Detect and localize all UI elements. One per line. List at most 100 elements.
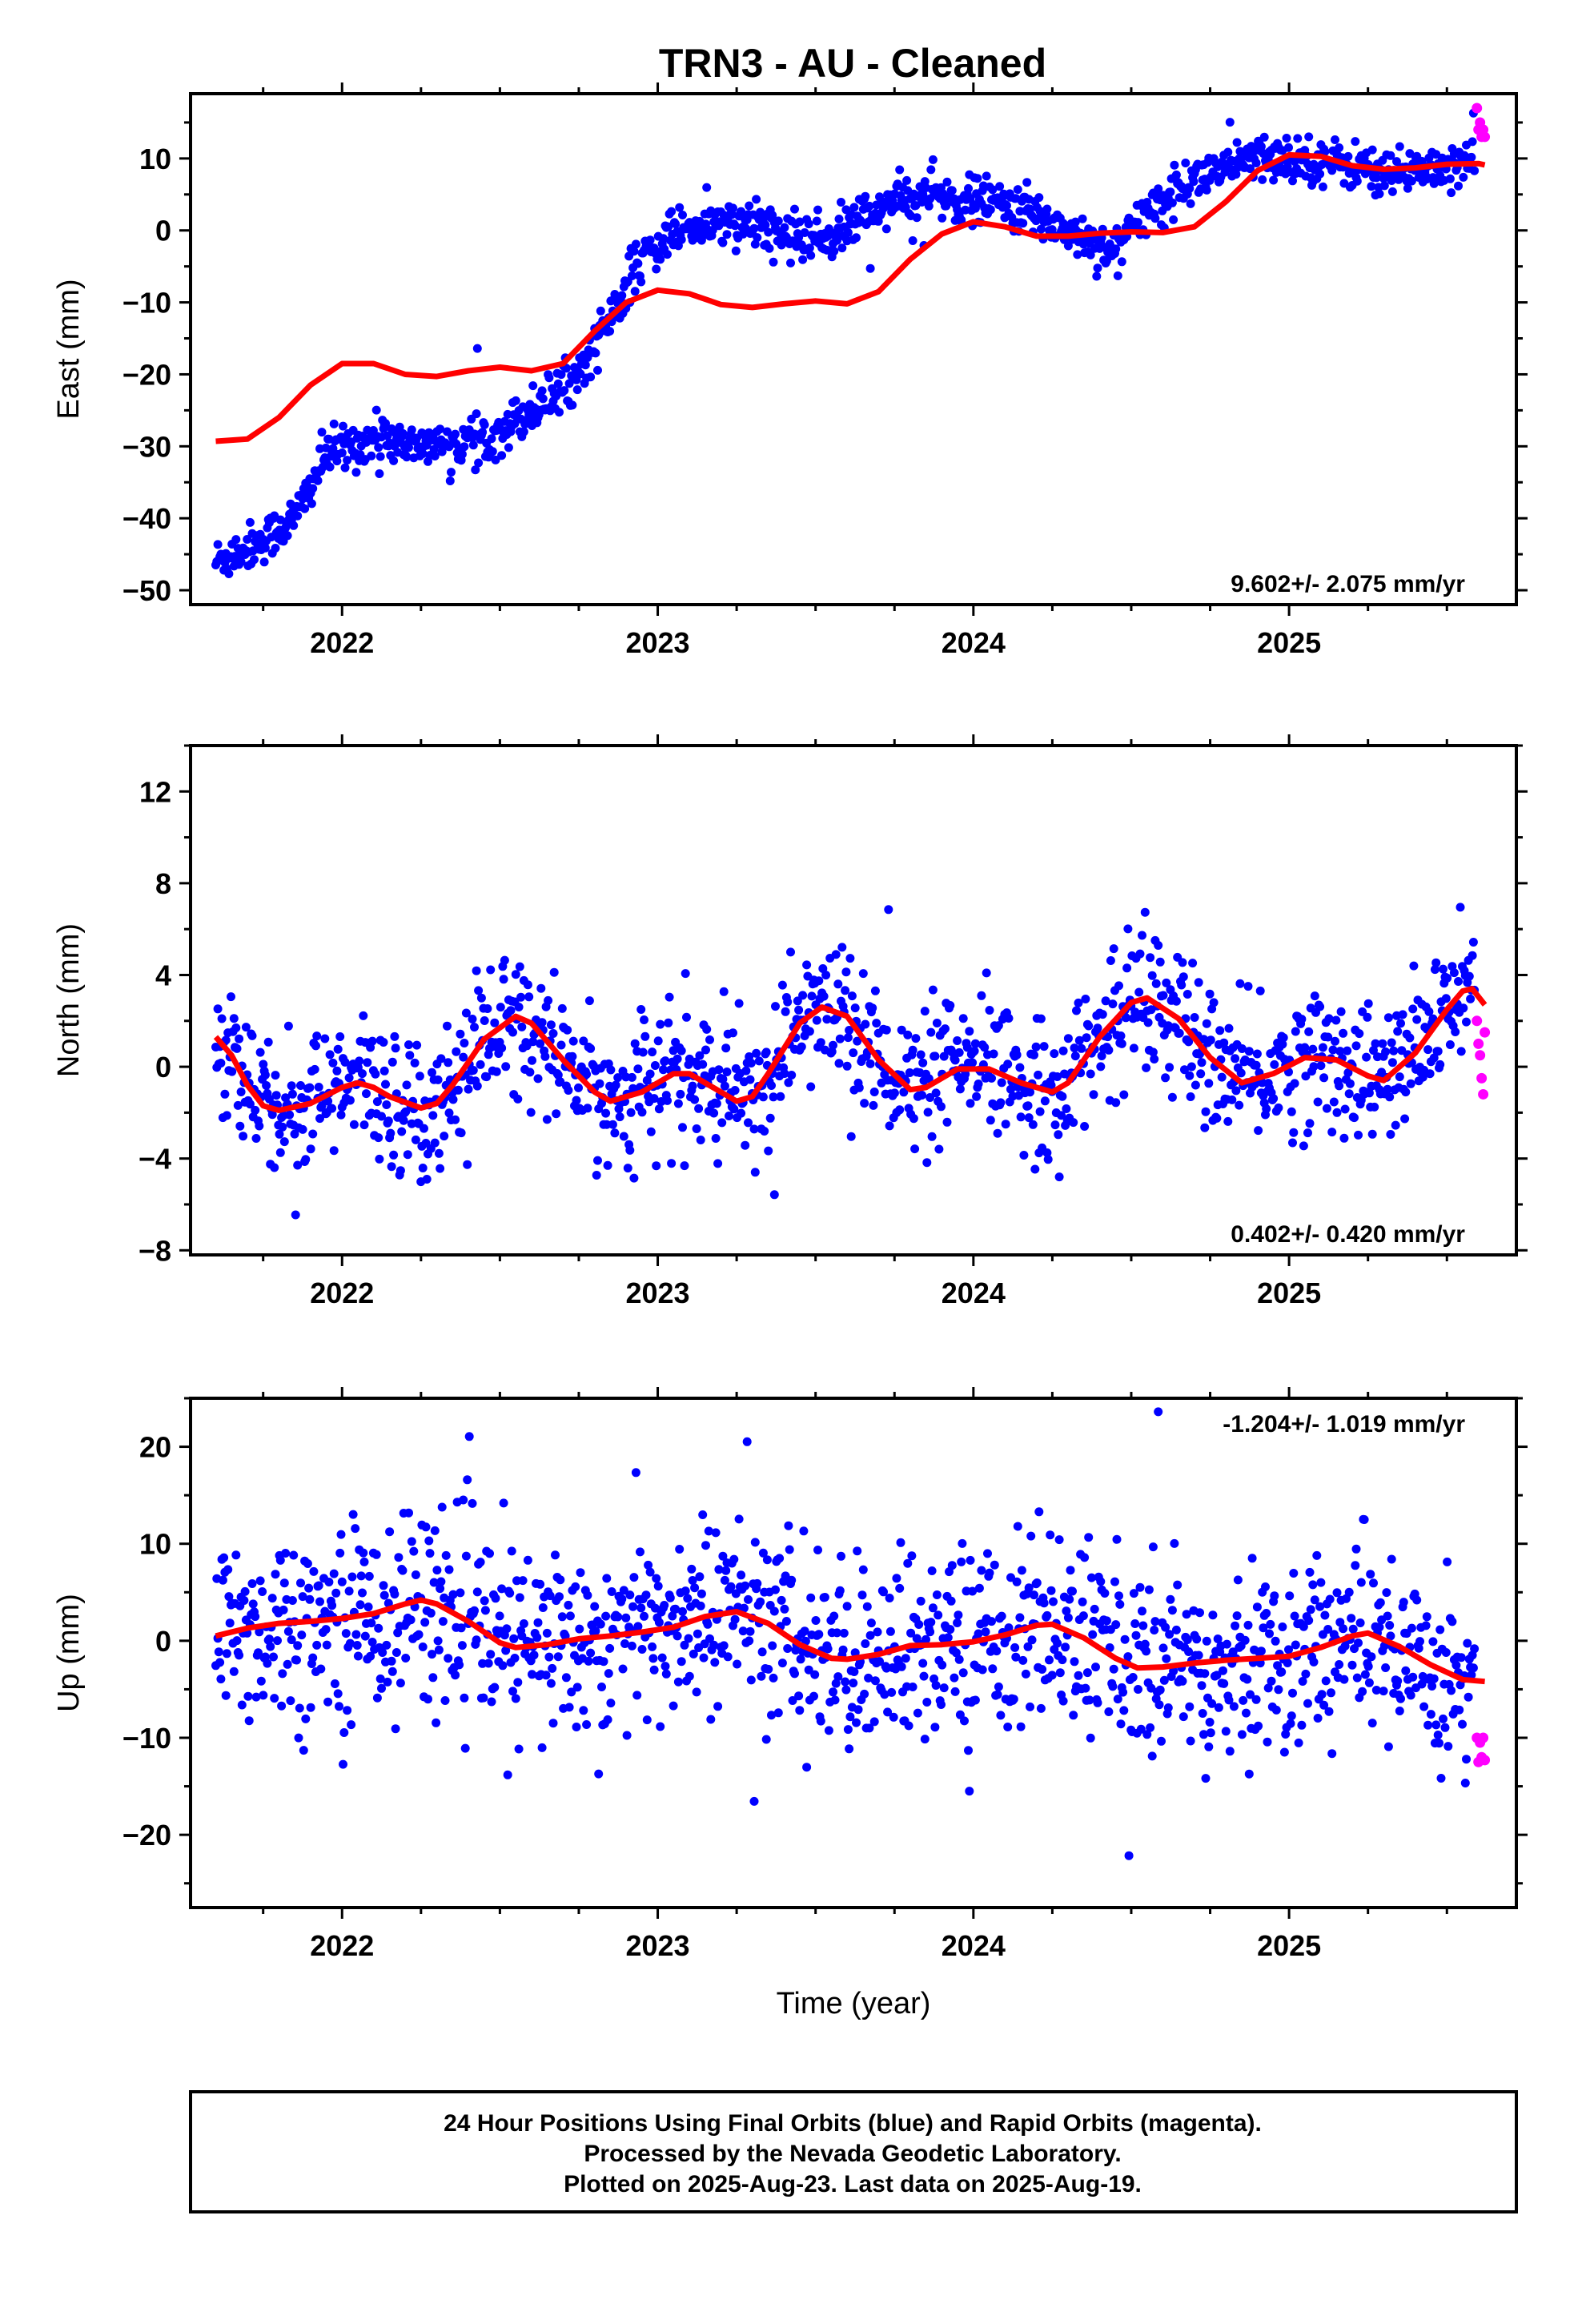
data-point	[536, 1579, 545, 1589]
data-point	[605, 327, 615, 336]
data-point	[705, 1035, 714, 1044]
data-point	[1399, 1598, 1408, 1607]
data-point	[1251, 159, 1261, 167]
data-point	[405, 1051, 415, 1060]
data-point	[983, 1549, 992, 1558]
data-point	[1335, 1081, 1344, 1091]
data-point	[681, 1586, 690, 1596]
data-point	[753, 233, 762, 243]
data-point	[928, 1603, 938, 1613]
data-point	[837, 1551, 845, 1561]
data-point	[519, 1619, 528, 1628]
y-tick-label: 10	[139, 143, 171, 175]
data-point	[492, 1067, 501, 1076]
data-point	[296, 1081, 305, 1090]
data-point	[387, 1656, 396, 1666]
data-point	[1301, 1669, 1311, 1679]
data-point	[287, 1081, 296, 1091]
data-point	[1303, 1128, 1312, 1138]
rapid-orbit-point	[1472, 1015, 1483, 1027]
data-point	[852, 233, 861, 243]
data-point	[1263, 1737, 1272, 1747]
data-point	[1387, 1038, 1396, 1047]
data-point	[222, 1649, 231, 1659]
data-point	[525, 1068, 535, 1077]
data-point	[926, 1093, 935, 1102]
data-point	[255, 1576, 265, 1586]
data-point	[1082, 1033, 1091, 1043]
data-point	[359, 1120, 369, 1130]
data-point	[1266, 1619, 1275, 1629]
data-point	[1158, 991, 1168, 1000]
data-point	[1460, 1779, 1470, 1787]
data-point	[1042, 1610, 1052, 1620]
data-point	[552, 1109, 561, 1119]
data-point	[1462, 1017, 1471, 1027]
data-point	[1130, 1619, 1140, 1628]
data-point	[546, 1020, 556, 1030]
data-point	[677, 235, 686, 244]
data-point	[412, 1040, 422, 1050]
data-point	[1098, 1010, 1107, 1019]
data-point	[904, 1721, 913, 1731]
data-point	[775, 1554, 785, 1563]
data-point	[232, 1636, 242, 1646]
data-point	[328, 1058, 338, 1068]
data-point	[845, 954, 855, 963]
data-point	[1355, 1618, 1365, 1627]
data-point	[713, 1702, 723, 1711]
data-point	[229, 1014, 239, 1023]
data-point	[1443, 973, 1452, 983]
data-point	[255, 1121, 264, 1131]
data-point	[1182, 990, 1192, 999]
data-point	[703, 1619, 713, 1629]
velocity-annotation: 0.402+/- 0.420 mm/yr	[1231, 1221, 1465, 1248]
data-point	[1123, 924, 1133, 934]
data-point	[824, 1726, 833, 1735]
data-point	[293, 511, 303, 521]
data-point	[1468, 137, 1477, 147]
data-point	[1290, 1079, 1299, 1088]
data-point	[564, 1086, 573, 1095]
data-point	[1254, 1126, 1263, 1136]
data-point	[1150, 1055, 1159, 1063]
data-point	[964, 183, 973, 193]
data-point	[379, 1066, 389, 1076]
data-point	[1030, 1590, 1038, 1600]
data-point	[1205, 1718, 1215, 1727]
data-point	[688, 1576, 697, 1585]
data-point	[303, 1559, 312, 1568]
data-point	[1045, 1655, 1054, 1665]
data-point	[1291, 1027, 1300, 1036]
data-point	[1323, 1032, 1333, 1042]
data-point	[1335, 1660, 1344, 1669]
data-point	[897, 1025, 906, 1035]
data-point	[472, 1635, 481, 1645]
data-point	[1001, 1120, 1010, 1129]
data-point	[1436, 1774, 1446, 1783]
data-point	[1246, 1690, 1255, 1699]
data-point	[1419, 1702, 1429, 1711]
data-point	[926, 1027, 936, 1037]
data-point	[1134, 1685, 1142, 1694]
data-point	[490, 1683, 500, 1692]
data-point	[480, 420, 489, 429]
data-point	[341, 1629, 351, 1638]
data-point	[972, 1092, 982, 1101]
data-point	[1459, 1003, 1468, 1013]
data-point	[934, 1144, 944, 1154]
data-point	[1288, 1138, 1297, 1148]
data-point	[769, 1673, 778, 1683]
data-point	[718, 1551, 728, 1561]
data-point	[1058, 1655, 1067, 1665]
data-point	[723, 1652, 733, 1662]
data-point	[879, 1587, 888, 1597]
data-point	[661, 1662, 670, 1671]
data-point	[1360, 1670, 1370, 1679]
data-point	[533, 1074, 543, 1084]
data-point	[1371, 173, 1381, 183]
data-point	[924, 201, 934, 211]
data-point	[816, 1716, 825, 1726]
data-point	[622, 1731, 632, 1740]
data-point	[387, 1057, 397, 1067]
